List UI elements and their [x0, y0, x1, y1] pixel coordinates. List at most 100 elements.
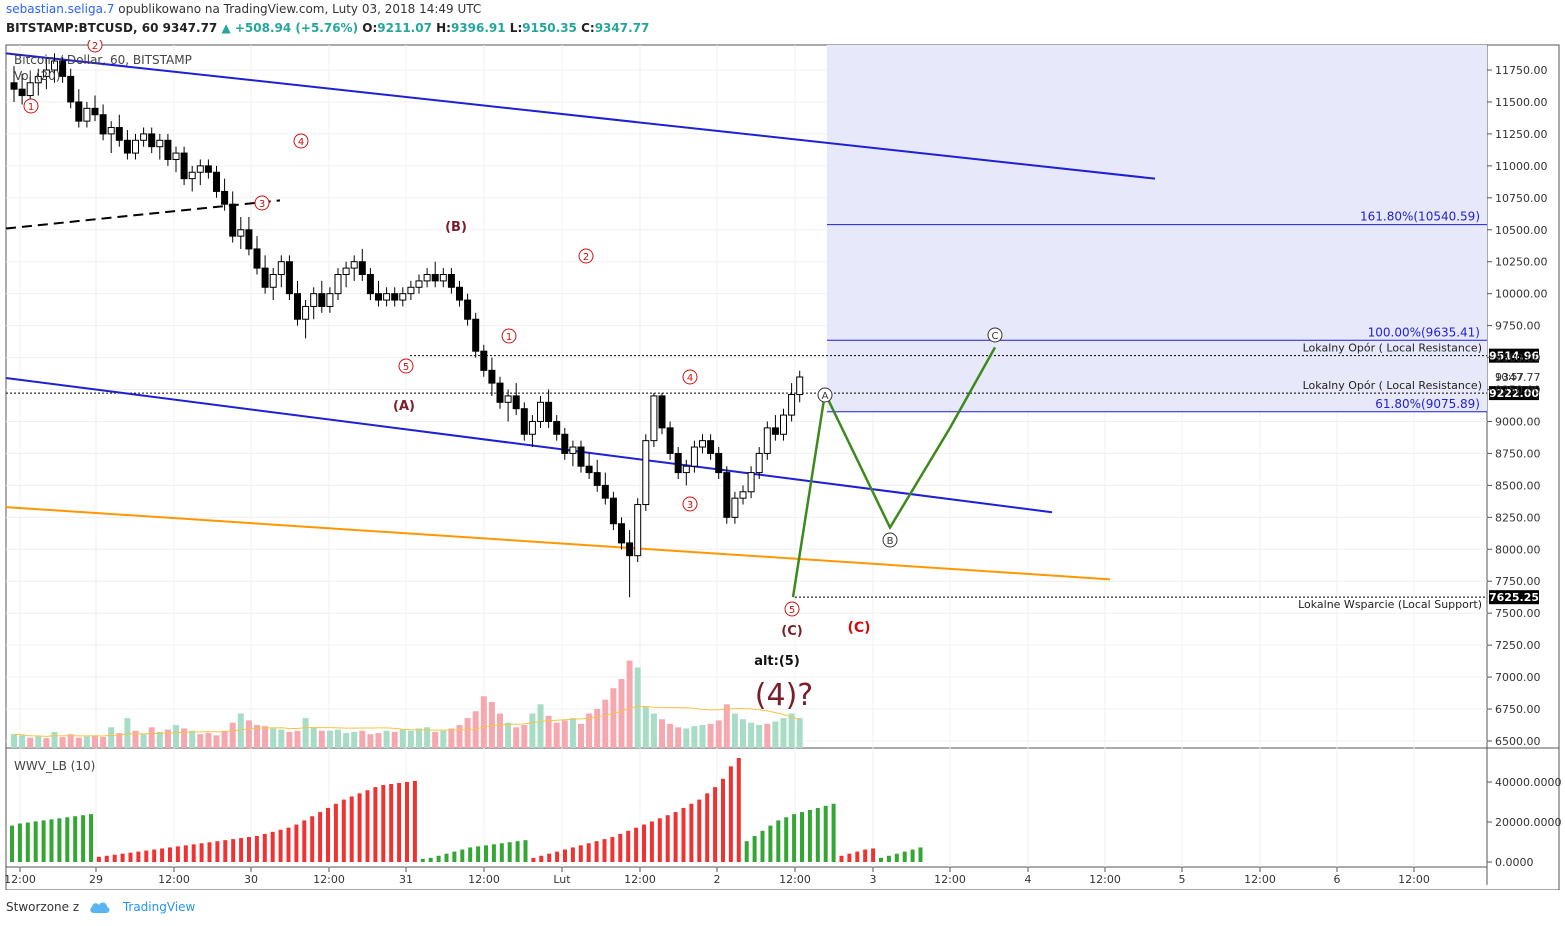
bar-countdown: 10:57	[1495, 372, 1524, 383]
wwv-bar	[610, 837, 615, 862]
x-tick-label: 4	[1025, 873, 1032, 886]
volume-bar	[440, 730, 447, 748]
volume-bar	[634, 667, 641, 748]
publication-info: opublikowano na TradingView.com, Luty 03…	[118, 2, 482, 16]
wwv-bar	[792, 814, 797, 862]
candle-body	[318, 293, 326, 307]
symbol-name[interactable]: BITSTAMP:BTCUSD, 60	[6, 21, 159, 35]
volume-bar	[221, 730, 228, 748]
candle-body	[213, 171, 220, 192]
volume-bar	[521, 725, 528, 748]
y-tick-label: 11500.00	[1495, 96, 1548, 109]
wwv-bar	[136, 851, 141, 862]
tradingview-link[interactable]: TradingView	[122, 900, 196, 914]
volume-bar	[83, 736, 90, 748]
candle-body	[253, 248, 261, 269]
wave-label-c-caps-red: (C)	[847, 620, 870, 636]
x-tick-label: 6	[1334, 873, 1341, 886]
wave-label-a-circle	[817, 387, 833, 403]
wave-label-1-circle	[23, 98, 39, 114]
wwv-bar	[207, 842, 212, 862]
y-tick-label: 10750.00	[1495, 192, 1548, 205]
volume-bar	[245, 720, 252, 748]
wwv-bar	[705, 793, 710, 862]
level-price-badge	[1489, 590, 1539, 605]
y-tick-label: 7250.00	[1495, 639, 1541, 652]
wave-labels: 1 2 3 4 5 1 2 3 4 5 A B C (B) (A) (C) (C) alt:(5) (4)?	[23, 40, 1003, 713]
candle-body	[577, 446, 585, 467]
wwv-bar	[215, 841, 220, 862]
wwv-bar	[736, 758, 741, 862]
volume-bar	[731, 713, 738, 748]
candle-body	[690, 446, 698, 467]
publication-header: sebastian.seliga.7 opublikowano na Tradi…	[6, 2, 481, 16]
ohlc-open: 9211.07	[377, 21, 432, 35]
wwv-bar	[341, 799, 346, 862]
author-link[interactable]: sebastian.seliga.7	[6, 2, 115, 16]
candle-body	[51, 60, 58, 71]
wwv-bar	[468, 847, 473, 862]
wwv-bar	[49, 819, 54, 862]
y-tick-label: 9000.00	[1495, 415, 1541, 428]
y-tick-label: 9250.00	[1495, 384, 1541, 397]
wwv-bar	[539, 855, 544, 862]
volume-bar	[189, 730, 196, 748]
candle-body	[520, 408, 528, 435]
y-tick-label: 8000.00	[1495, 543, 1541, 556]
wave-label-5b-circle	[784, 601, 800, 617]
candle-body	[310, 293, 318, 307]
wave-label-2: 2	[92, 41, 98, 52]
volume-bar	[237, 713, 244, 748]
wwv-bar	[784, 817, 789, 862]
candle-body	[618, 523, 625, 544]
wwv-bar	[649, 821, 654, 862]
wwv-bar	[10, 825, 14, 862]
candle-body	[755, 452, 763, 474]
x-tick-label: 12:00	[4, 873, 36, 886]
wwv-bar	[420, 858, 425, 862]
wwv-bar	[839, 855, 844, 862]
candle-body	[739, 491, 747, 499]
wwv-bar	[310, 816, 315, 862]
wwv-bar	[507, 842, 512, 862]
price-levels: 161.80%(10540.59) 100.00%(9635.41) 61.80%(…	[6, 210, 1541, 611]
wave-label-3-circle	[254, 195, 270, 211]
volume-bar	[383, 730, 390, 748]
wwv-bar	[807, 810, 812, 862]
volume-bar	[723, 704, 730, 748]
price-chart[interactable]: 161.80%(10540.59) 100.00%(9635.41) 61.80%(…	[0, 40, 1565, 890]
candle-body	[585, 465, 593, 474]
wwv-tick-label: 0.0000	[1495, 856, 1534, 869]
candle-body	[180, 152, 188, 180]
volume-bar	[270, 728, 277, 748]
wwv-bar	[879, 857, 883, 862]
wwv-bar	[578, 845, 583, 862]
volume-bar	[254, 725, 260, 748]
x-tick-label: 5	[1179, 873, 1186, 886]
candle-body	[188, 171, 196, 180]
x-tick-label: 12:00	[934, 873, 966, 886]
wwv-bar	[460, 849, 465, 862]
volume-bar	[480, 696, 487, 748]
wwv-bar	[318, 812, 323, 862]
candle-body	[18, 88, 26, 97]
wwv-bar	[531, 857, 536, 862]
wwv-bar	[721, 778, 725, 862]
wwv-bar	[894, 853, 899, 862]
volume-bar	[318, 730, 325, 748]
candle-body	[415, 280, 423, 288]
wwv-bar	[17, 823, 22, 862]
wwv-bar	[555, 851, 560, 862]
candle-body	[334, 273, 342, 295]
fib-level-label: 100.00%(9635.41)	[1368, 325, 1480, 339]
x-tick-label: 2	[714, 873, 721, 886]
wwv-bar	[65, 817, 70, 862]
volume-bar	[788, 713, 795, 748]
candle-body	[67, 75, 75, 103]
candle-body	[237, 229, 245, 237]
volume-bar	[262, 726, 269, 748]
candle-body	[496, 382, 504, 403]
candle-body	[553, 420, 561, 435]
volume-bar	[602, 699, 609, 748]
ohlc-low: 9150.35	[522, 21, 577, 35]
